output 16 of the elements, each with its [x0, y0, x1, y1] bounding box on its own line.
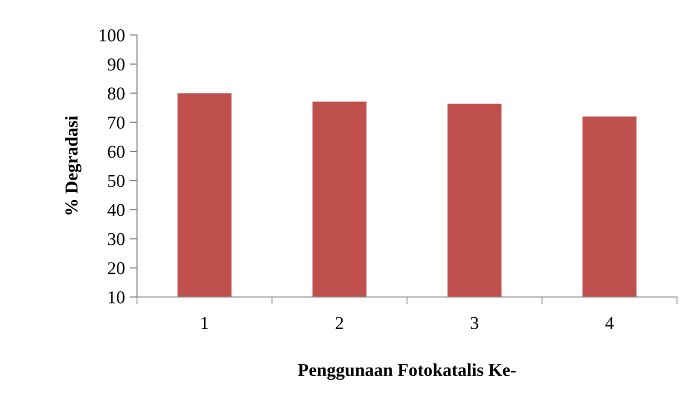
x-axis-title: Penggunaan Fotokatalis Ke-	[298, 363, 516, 380]
x-tick-label: 2	[336, 317, 344, 329]
y-tick-label: 90	[108, 58, 125, 71]
y-tick-label: 40	[107, 204, 125, 216]
y-tick-label: 80	[108, 87, 125, 100]
x-tick-label: 4	[605, 317, 614, 329]
y-tick-label: 20	[108, 262, 125, 274]
y-tick-label: 60	[108, 146, 125, 158]
y-tick-label: 100	[100, 29, 125, 42]
x-tick-label: 1	[202, 317, 208, 329]
x-tick-label: 3	[470, 317, 478, 330]
y-tick-label: 10	[108, 291, 125, 304]
y-tick-label: 30	[108, 233, 125, 246]
y-tick-label: 70	[108, 116, 125, 129]
y-axis-title: % Degradasi	[64, 116, 82, 215]
y-tick-label: 50	[108, 174, 125, 187]
